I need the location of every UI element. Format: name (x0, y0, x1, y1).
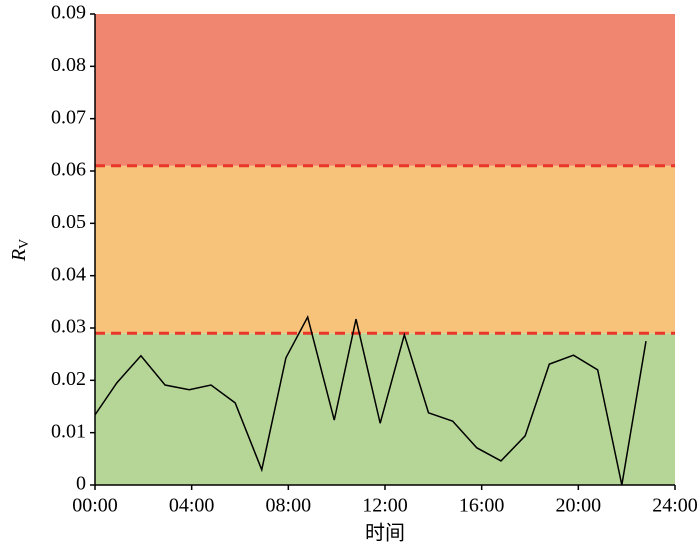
y-tick-label: 0.01 (51, 420, 86, 442)
y-tick-label: 0.06 (51, 159, 86, 181)
x-tick-label: 24:00 (652, 495, 698, 517)
y-tick-label: 0.07 (51, 106, 86, 128)
y-axis-label-main: R (8, 249, 30, 262)
x-tick-label: 16:00 (459, 495, 505, 517)
y-tick-label: 0.05 (51, 211, 86, 233)
y-axis-label: RV (8, 239, 33, 262)
x-tick-label: 04:00 (169, 495, 215, 517)
band (95, 165, 675, 334)
y-tick-label: 0.08 (51, 54, 86, 76)
y-tick-label: 0.04 (51, 263, 86, 285)
y-axis-label-sub: V (17, 239, 32, 249)
x-tick-label: 00:00 (72, 495, 118, 517)
y-tick-label: 0.03 (51, 316, 86, 338)
x-tick-label: 08:00 (266, 495, 312, 517)
x-axis-label: 时间 (365, 522, 405, 545)
y-tick-label: 0.09 (51, 2, 86, 24)
data-line (94, 314, 647, 486)
band (95, 14, 675, 166)
y-tick-label: 0 (76, 473, 86, 495)
y-tick-label: 0.02 (51, 368, 86, 390)
x-tick-label: 12:00 (362, 495, 408, 517)
band (95, 333, 675, 485)
x-tick-label: 20:00 (556, 495, 602, 517)
